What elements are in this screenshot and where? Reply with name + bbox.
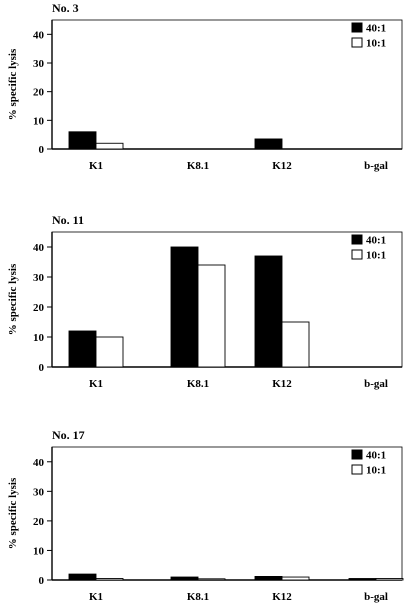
y-tick-label: 10 — [33, 115, 45, 127]
legend-label: 10:1 — [366, 38, 386, 50]
y-tick-label: 0 — [39, 362, 45, 374]
bar-40:1-K1 — [68, 573, 97, 581]
y-tick-label: 10 — [33, 545, 45, 557]
x-tick-label: b-gal — [364, 160, 388, 172]
bar-40:1-K1 — [68, 330, 97, 368]
x-tick-label: b-gal — [364, 378, 388, 390]
legend-label: 40:1 — [366, 23, 386, 35]
bar-40:1-b-gal — [348, 578, 377, 581]
bar-10:1-K8.1 — [197, 264, 226, 368]
y-axis-label: % specific lysis — [7, 263, 19, 335]
y-tick-label: 20 — [33, 302, 45, 314]
y-tick-label: 40 — [33, 242, 45, 254]
chart-title: No. 3 — [52, 1, 79, 15]
legend-label: 40:1 — [366, 235, 386, 247]
x-tick-label: K12 — [272, 160, 292, 172]
bar-10:1-b-gal — [375, 578, 404, 581]
legend-swatch-40:1 — [351, 234, 363, 245]
x-tick-label: K8.1 — [187, 378, 209, 390]
y-axis-label: % specific lysis — [7, 48, 19, 120]
bar-40:1-K8.1 — [170, 246, 199, 368]
y-tick-label: 40 — [33, 29, 45, 41]
x-tick-label: K12 — [272, 378, 292, 390]
legend-label: 10:1 — [366, 250, 386, 262]
chart-panel-3: No. 17 0 10 20 30 40 % specific lysis K1 K8.1 K12… — [7, 428, 404, 603]
chart-panel-2: No. 11 0 10 20 30 40 % specific lysis K1 K8.1 K12… — [7, 213, 403, 390]
y-tick-label: 40 — [33, 457, 45, 469]
bar-10:1-K12 — [281, 576, 310, 581]
legend-swatch-10:1 — [351, 249, 363, 260]
legend-swatch-40:1 — [351, 449, 363, 460]
y-tick-label: 0 — [39, 144, 45, 156]
y-tick-label: 20 — [33, 87, 45, 99]
bar-10:1-K8.1 — [197, 578, 226, 581]
y-tick-label: 30 — [33, 58, 45, 70]
x-tick-label: K12 — [272, 591, 292, 603]
bar-40:1-K12 — [254, 138, 283, 150]
bar-40:1-K8.1 — [170, 576, 199, 581]
legend-swatch-10:1 — [351, 464, 363, 475]
y-tick-label: 10 — [33, 332, 45, 344]
x-tick-label: K1 — [89, 378, 103, 390]
x-tick-label: K8.1 — [187, 591, 209, 603]
chart-title: No. 11 — [52, 213, 84, 227]
legend-swatch-40:1 — [351, 22, 363, 33]
chart-title: No. 17 — [52, 428, 85, 442]
x-tick-label: K8.1 — [187, 160, 209, 172]
bar-10:1-K1 — [95, 578, 124, 581]
legend-swatch-10:1 — [351, 37, 363, 48]
y-tick-label: 0 — [39, 575, 45, 587]
chart-panel-1: No. 3 0 10 20 30 40 % specific lysis K1 K8.1 K12 b… — [7, 1, 403, 172]
plot-frame — [51, 446, 403, 581]
bar-10:1-K12 — [281, 321, 310, 368]
y-tick-label: 20 — [33, 516, 45, 528]
y-tick-label: 30 — [33, 486, 45, 498]
legend-label: 40:1 — [366, 450, 386, 462]
bar-40:1-K12 — [254, 576, 283, 581]
bar-40:1-K12 — [254, 255, 283, 368]
y-tick-label: 30 — [33, 272, 45, 284]
bar-10:1-K1 — [95, 142, 124, 150]
y-axis-label: % specific lysis — [7, 477, 19, 549]
bar-10:1-K1 — [95, 336, 124, 368]
x-tick-label: K1 — [89, 160, 103, 172]
plot-frame — [51, 19, 403, 150]
x-tick-label: K1 — [89, 591, 103, 603]
bar-40:1-K1 — [68, 131, 97, 150]
x-tick-label: b-gal — [364, 591, 388, 603]
legend-label: 10:1 — [366, 465, 386, 477]
